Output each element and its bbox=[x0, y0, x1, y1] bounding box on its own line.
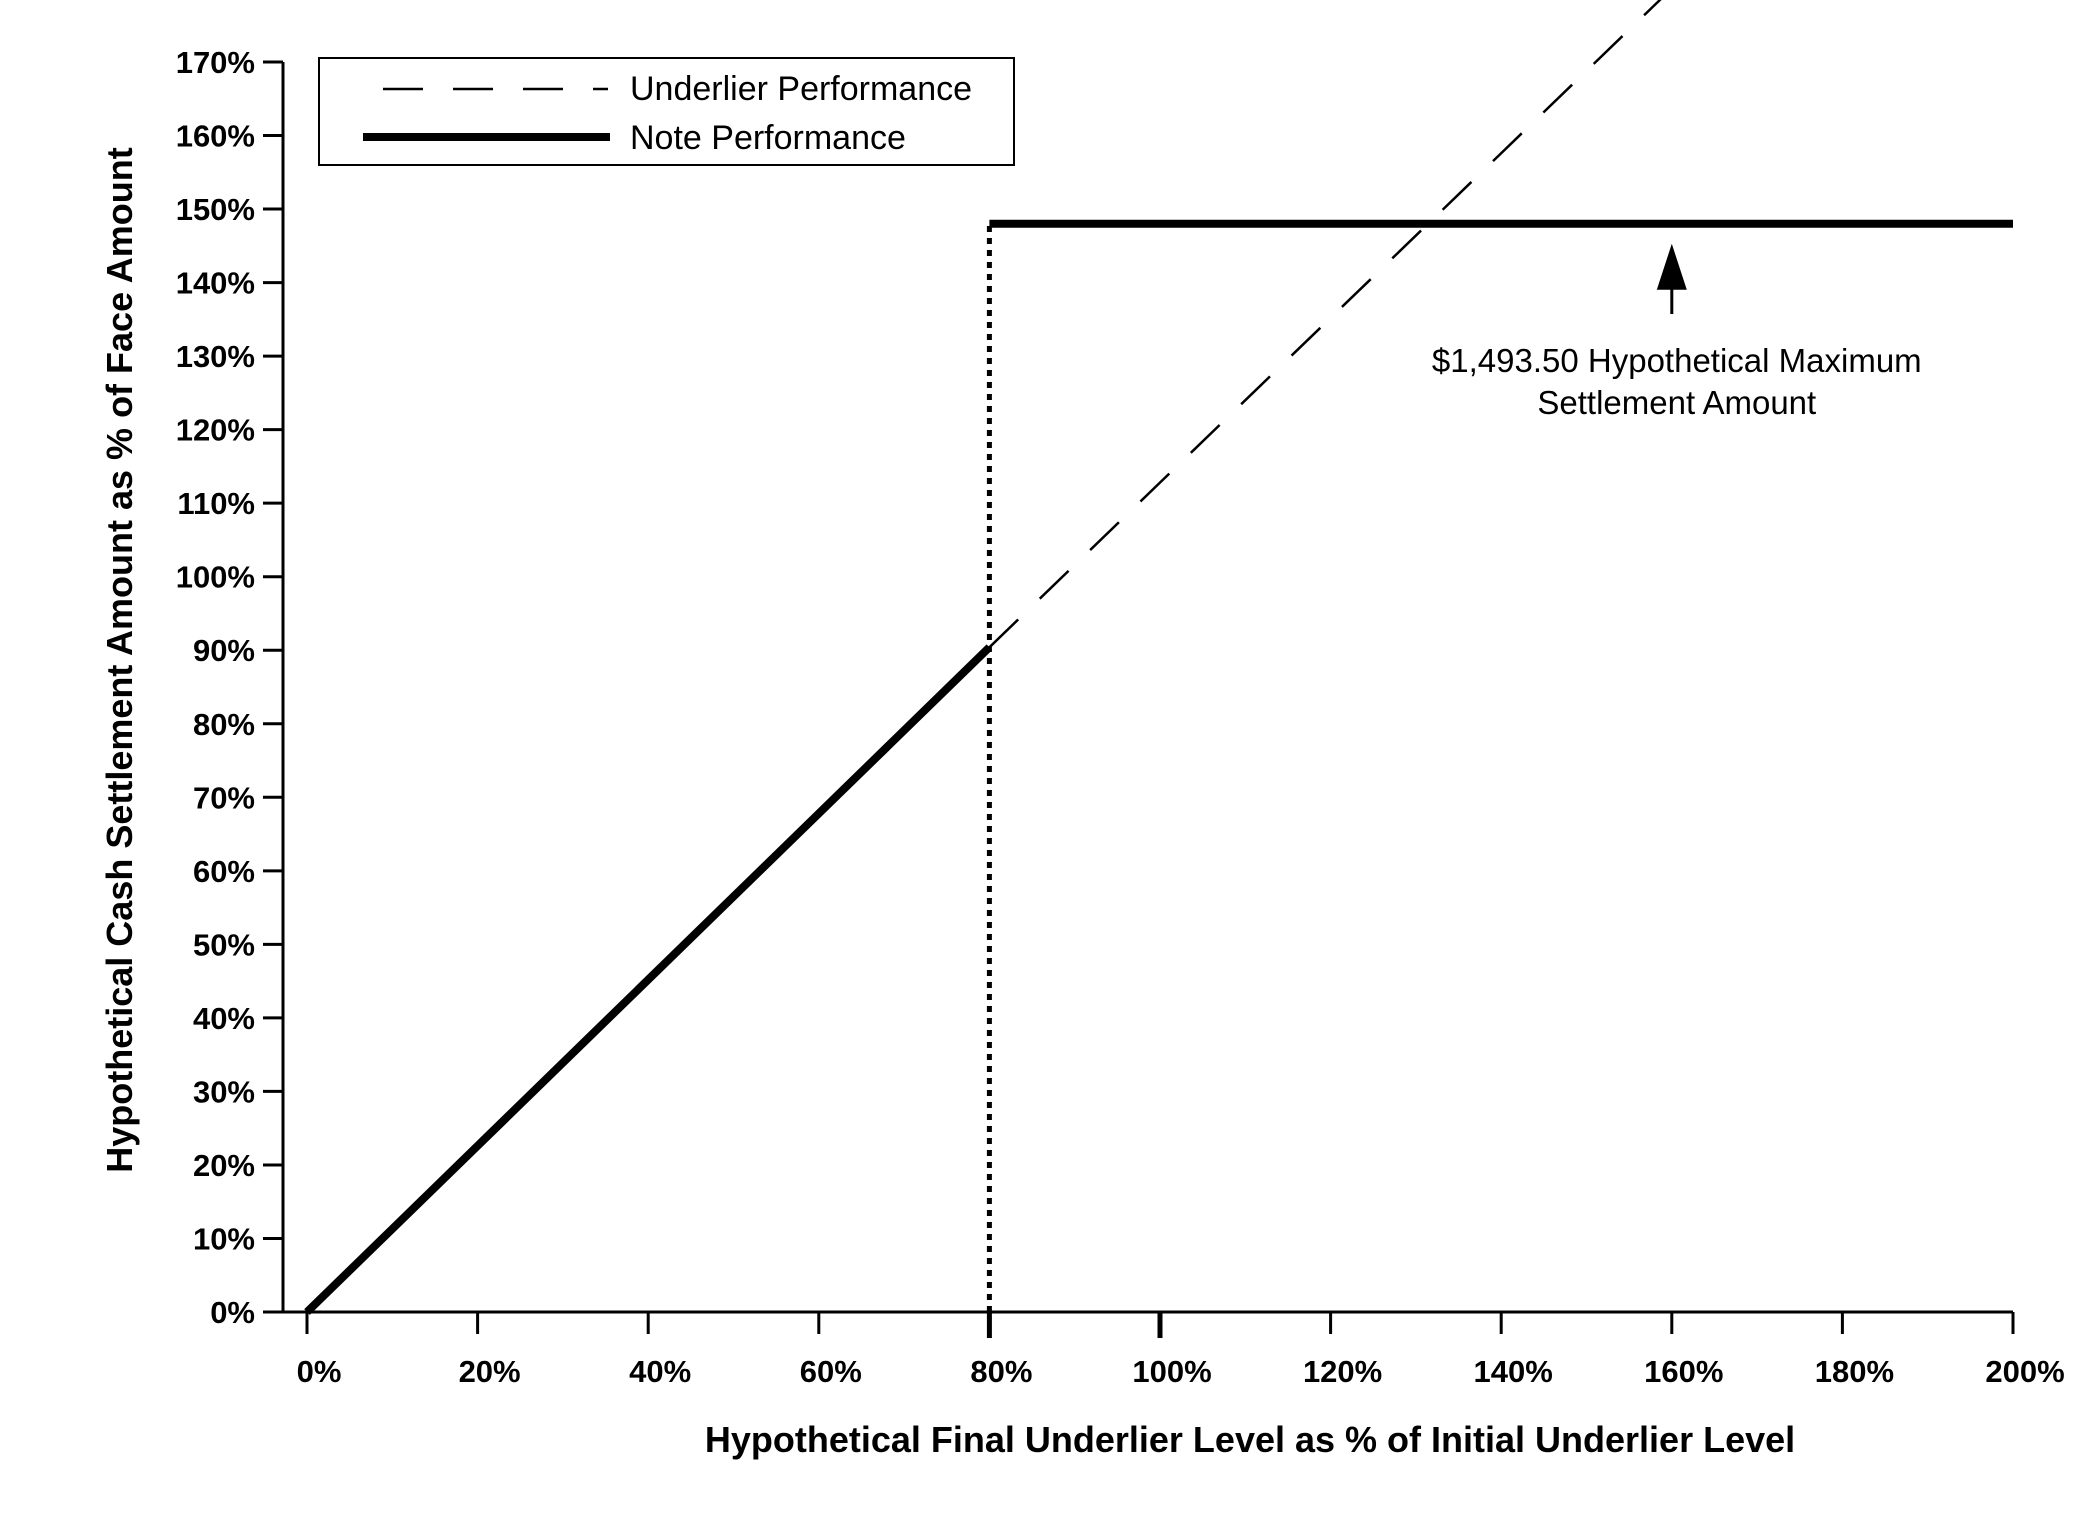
y-tick-label: 150% bbox=[176, 192, 255, 227]
legend-box bbox=[318, 57, 1015, 166]
y-tick-label: 50% bbox=[193, 927, 255, 962]
y-tick-label: 90% bbox=[193, 633, 255, 668]
x-axis-title: Hypothetical Final Underlier Level as % … bbox=[705, 1419, 1795, 1460]
note-performance-rising-segment bbox=[304, 644, 993, 1315]
x-tick-label: 140% bbox=[1474, 1354, 1553, 1389]
y-tick-label: 80% bbox=[193, 707, 255, 742]
y-tick-label: 0% bbox=[210, 1295, 255, 1330]
y-tick-label: 170% bbox=[176, 45, 255, 80]
y-tick-label: 110% bbox=[177, 486, 255, 521]
x-tick-label: 80% bbox=[970, 1354, 1032, 1389]
x-tick-label: 100% bbox=[1132, 1354, 1211, 1389]
y-tick-label: 30% bbox=[193, 1074, 255, 1109]
annotation-arrow-head bbox=[1656, 243, 1687, 290]
annotation-label: $1,493.50 Hypothetical Maximum bbox=[1432, 342, 1922, 379]
y-tick-label: 120% bbox=[176, 413, 255, 448]
y-tick-label: 100% bbox=[176, 560, 255, 595]
x-tick-label: 120% bbox=[1303, 1354, 1382, 1389]
y-tick-label: 160% bbox=[176, 119, 255, 154]
y-tick-label: 60% bbox=[193, 854, 255, 889]
x-tick-label: 180% bbox=[1815, 1354, 1894, 1389]
y-tick-label: 20% bbox=[193, 1148, 255, 1183]
y-axis-title: Hypothetical Cash Settlement Amount as %… bbox=[99, 147, 140, 1172]
y-tick-label: 10% bbox=[193, 1221, 255, 1256]
x-tick-label: 200% bbox=[1985, 1354, 2064, 1389]
x-tick-label: 60% bbox=[800, 1354, 862, 1389]
legend-label-underlier: Underlier Performance bbox=[630, 70, 972, 108]
y-tick-label: 70% bbox=[193, 780, 255, 815]
y-tick-label: 130% bbox=[176, 339, 255, 374]
annotation-label: Settlement Amount bbox=[1537, 384, 1816, 421]
legend-label-note: Note Performance bbox=[630, 119, 906, 157]
x-tick-label: 40% bbox=[629, 1354, 691, 1389]
x-tick-label: 20% bbox=[459, 1354, 521, 1389]
x-tick-label: 160% bbox=[1644, 1354, 1723, 1389]
y-tick-label: 140% bbox=[176, 266, 255, 301]
y-tick-label: 40% bbox=[193, 1001, 255, 1036]
x-tick-label: 0% bbox=[297, 1354, 342, 1389]
underlier-performance-line bbox=[988, 0, 1662, 649]
